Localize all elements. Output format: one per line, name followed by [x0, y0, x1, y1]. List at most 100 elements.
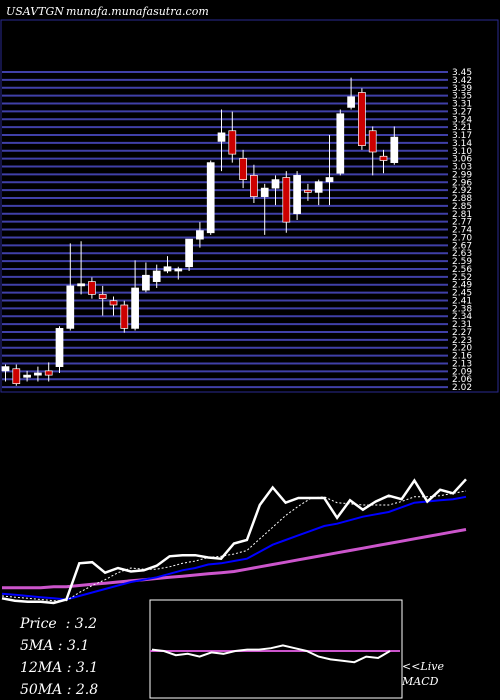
tick-label: 3.06: [452, 155, 472, 165]
candle-up: [196, 230, 204, 240]
price-grid: [2, 71, 448, 389]
tick-label: 3.17: [452, 131, 472, 141]
tick-label: 2.67: [452, 241, 472, 251]
candle-down: [250, 175, 258, 197]
candle-up: [163, 266, 172, 272]
site-label: munafa.munafasutra.com: [66, 5, 209, 18]
tick-label: 2.13: [452, 359, 472, 369]
tick-label: 2.49: [452, 281, 472, 291]
price-panel-frame: [0, 19, 499, 393]
candle-down: [304, 189, 312, 193]
tick-label: 2.96: [452, 178, 472, 188]
tick-label: 3.39: [452, 84, 472, 94]
candle-down: [44, 370, 53, 376]
info-50ma: 50MA : 2.8: [20, 682, 99, 698]
candle-up: [23, 374, 31, 378]
tick-label: 3.42: [452, 76, 472, 86]
price-label: Price: [20, 616, 57, 632]
tick-label: 3.27: [452, 107, 472, 117]
candle-down: [12, 368, 21, 384]
tick-label: 2.56: [452, 265, 472, 275]
candle-down: [120, 304, 129, 329]
tick-label: 2.92: [452, 186, 472, 196]
candle-up: [260, 187, 269, 197]
series-5ma-line: [1, 490, 467, 602]
live-label: <<Live: [402, 660, 444, 673]
tick-label: 2.34: [452, 312, 472, 322]
ma12-value: 3.1: [75, 660, 99, 676]
tick-label: 2.70: [452, 233, 472, 243]
info-5ma: 5MA : 3.1: [20, 638, 90, 654]
candle-up: [174, 268, 183, 272]
ma12-label: 12MA: [20, 660, 63, 676]
ma5-value: 3.1: [66, 638, 90, 654]
series-12ma-line: [1, 495, 467, 601]
tick-label: 3.24: [452, 115, 472, 125]
ma50-value: 2.8: [75, 682, 99, 698]
info-12ma: 12MA : 3.1: [20, 660, 99, 676]
candle-down: [228, 130, 237, 155]
candle-up: [77, 283, 85, 287]
info-price: Price : 3.2: [20, 616, 98, 632]
series-price-line: [1, 478, 467, 605]
tick-label: 2.09: [452, 367, 472, 377]
ma5-label: 5MA: [20, 638, 54, 654]
ticker-label: USAVTGN: [6, 5, 64, 18]
tick-label: 3.21: [452, 123, 472, 133]
tick-label: 2.38: [452, 304, 472, 314]
macd-panel: [150, 644, 400, 664]
tick-label: 2.45: [452, 289, 472, 299]
tick-label: 2.74: [452, 226, 472, 236]
candle-up: [271, 179, 280, 189]
tick-label: 2.63: [452, 249, 472, 259]
tick-label: 3.03: [452, 163, 472, 173]
price-value: 3.2: [74, 616, 98, 632]
candle-up: [152, 270, 161, 282]
candle-up: [217, 132, 226, 142]
candle-up: [206, 162, 215, 234]
tick-label: 2.27: [452, 328, 472, 338]
candle-up: [142, 274, 150, 291]
price-tick-labels: 3.453.423.393.353.313.273.243.213.173.14…: [452, 68, 472, 393]
candle-up: [293, 175, 301, 214]
candle-up: [325, 177, 334, 183]
ma-panel: [1, 478, 467, 605]
tick-label: 2.20: [452, 344, 472, 354]
tick-label: 2.52: [452, 273, 472, 283]
tick-label: 3.31: [452, 100, 472, 110]
candle-up: [185, 238, 193, 268]
candle-up: [336, 113, 345, 174]
candle-up: [66, 285, 75, 329]
tick-label: 2.23: [452, 336, 472, 346]
candle-down: [98, 294, 107, 299]
candle-up: [55, 328, 64, 367]
tick-label: 3.10: [452, 147, 472, 157]
candles: [1, 77, 399, 386]
candle-down: [239, 158, 247, 180]
tick-label: 2.41: [452, 296, 472, 306]
macd-line: [151, 644, 391, 664]
tick-label: 2.02: [452, 383, 472, 393]
tick-label: 2.77: [452, 218, 472, 228]
tick-label: 2.99: [452, 170, 472, 180]
tick-label: 2.31: [452, 320, 472, 330]
tick-label: 2.81: [452, 210, 472, 220]
candle-down: [379, 155, 388, 161]
candle-down: [368, 130, 377, 153]
candle-up: [314, 181, 323, 193]
tick-label: 3.14: [452, 139, 472, 149]
candle-up: [131, 287, 139, 329]
candle-down: [109, 300, 118, 306]
series-50ma-line: [2, 528, 467, 590]
macd-box: [149, 599, 403, 699]
tick-label: 3.45: [452, 68, 472, 78]
macd-label: MACD: [402, 675, 439, 688]
tick-label: 2.88: [452, 194, 472, 204]
tick-label: 3.35: [452, 92, 472, 102]
candle-up: [347, 96, 355, 108]
tick-label: 2.85: [452, 202, 472, 212]
tick-label: 2.06: [452, 375, 472, 385]
candle-down: [88, 281, 96, 295]
